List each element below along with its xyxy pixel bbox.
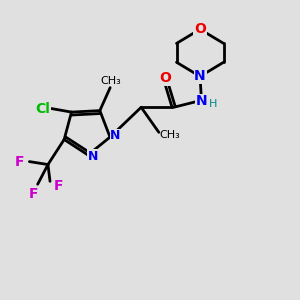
- Text: O: O: [194, 22, 206, 36]
- Text: F: F: [28, 187, 38, 201]
- Text: F: F: [53, 179, 63, 193]
- Text: Cl: Cl: [35, 102, 50, 116]
- Text: N: N: [88, 150, 98, 163]
- Text: H: H: [208, 99, 217, 109]
- Text: N: N: [196, 94, 207, 108]
- Text: O: O: [159, 71, 171, 85]
- Text: F: F: [15, 154, 25, 169]
- Text: CH₃: CH₃: [160, 130, 180, 140]
- Text: N: N: [194, 69, 206, 83]
- Text: N: N: [110, 129, 121, 142]
- Text: CH₃: CH₃: [100, 76, 121, 86]
